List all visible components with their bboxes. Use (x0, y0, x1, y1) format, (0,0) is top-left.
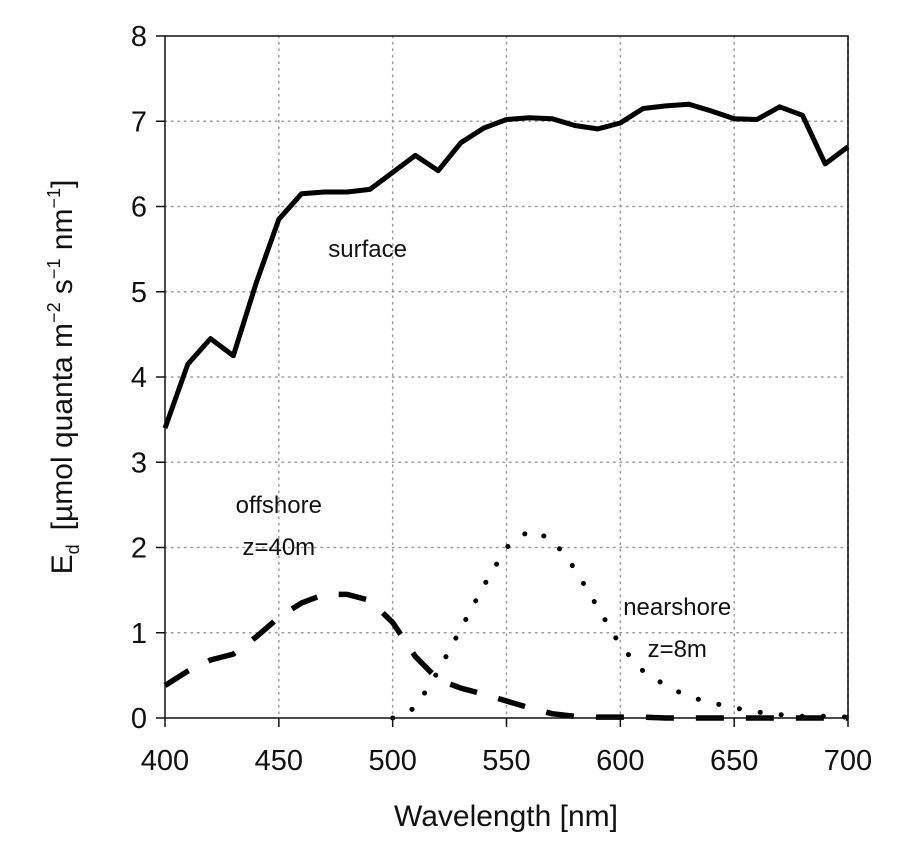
annotation-surface-1: surface (328, 236, 407, 263)
annotation-offshore-2: z=40m (242, 534, 315, 561)
series-group (162, 101, 851, 721)
y-tick-label-5: 5 (131, 277, 147, 309)
y-axis-unit-s: s (46, 279, 79, 302)
grid (164, 35, 849, 719)
y-tick-label-6: 6 (131, 192, 147, 224)
annotation-nearshore-1: nearshore (623, 594, 731, 621)
y-axis-unit-nm: nm (46, 209, 79, 259)
x-tick-label-450: 450 (255, 745, 303, 777)
y-tick-label-8: 8 (131, 21, 147, 53)
y-tick-label-2: 2 (131, 533, 147, 565)
x-tick-label-400: 400 (141, 745, 189, 777)
y-axis-exp-s: −1 (44, 259, 64, 280)
y-axis-exp-nm: −1 (44, 188, 64, 209)
y-tick-label-0: 0 (131, 703, 147, 735)
y-axis-title: Ed[µmol quanta m−2 s−1 nm−1] (44, 180, 83, 575)
y-axis-unit-close: ] (46, 180, 79, 188)
series-line-surface (162, 101, 850, 430)
series-line-offshore (163, 591, 848, 721)
x-tick-label-600: 600 (596, 745, 644, 777)
y-tick-label-3: 3 (131, 447, 147, 479)
annotations: surface offshore z=40m nearshore z=8m (236, 236, 732, 663)
x-tick-label-550: 550 (482, 745, 530, 777)
ticks: 0 1 2 3 4 5 6 7 8 400 450 500 550 600 650 700 (131, 21, 872, 777)
annotation-offshore-1: offshore (236, 492, 322, 519)
y-axis-symbol: E (46, 554, 79, 574)
x-tick-label-500: 500 (368, 745, 416, 777)
x-axis-title: Wavelength [nm] (394, 800, 618, 833)
y-tick-label-7: 7 (131, 106, 147, 138)
y-axis-unit-prefix: [µmol quanta m (46, 323, 79, 530)
x-tick-label-700: 700 (824, 745, 872, 777)
annotation-nearshore-2: z=8m (648, 636, 707, 663)
x-tick-label-650: 650 (710, 745, 758, 777)
y-tick-label-1: 1 (131, 618, 147, 650)
y-tick-label-4: 4 (131, 362, 147, 394)
y-axis-exp-m: −2 (44, 302, 64, 323)
y-axis-subscript: d (63, 544, 83, 554)
